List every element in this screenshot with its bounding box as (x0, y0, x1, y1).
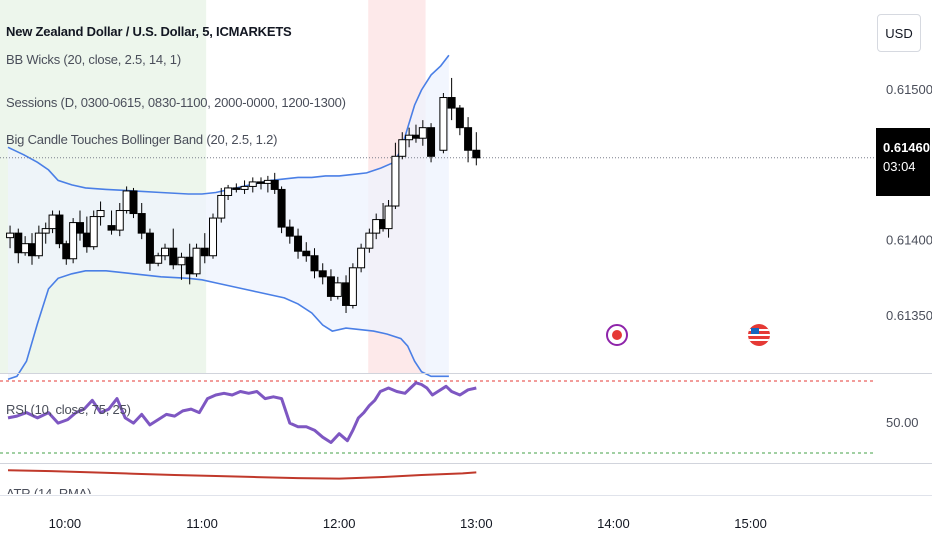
candle-body (122, 190, 131, 212)
y-tick-label: 0.61350 (886, 308, 932, 323)
rsi-line (7, 381, 477, 444)
candle-body (209, 217, 218, 257)
candle-body (232, 187, 241, 190)
candle-body (318, 270, 327, 278)
candle-body (161, 247, 170, 257)
flag-canton (751, 328, 759, 334)
candle-body (326, 276, 335, 297)
candle-body (455, 107, 464, 129)
candle-body (177, 256, 186, 266)
candle-body (302, 250, 311, 257)
candle-body (137, 213, 146, 234)
x-tick-label: 13:00 (460, 516, 493, 531)
candle-body (48, 214, 57, 230)
flag-stripe (748, 334, 770, 336)
candle-body (411, 134, 420, 139)
candle-body (69, 222, 78, 260)
bollinger-lower-band (7, 270, 449, 381)
candle-body (277, 188, 286, 228)
candle-body (41, 228, 50, 234)
candle-body (240, 185, 249, 190)
candle-body (55, 214, 64, 245)
candle-body (342, 282, 351, 306)
candle-body (310, 255, 319, 272)
candle-body (405, 134, 414, 141)
candle-body (348, 267, 357, 306)
currency-button[interactable]: USD (877, 14, 921, 52)
candle-body (285, 226, 294, 237)
candle-body (391, 155, 400, 207)
indicator-rsi[interactable]: RSI (10, close, 75, 25) (6, 402, 131, 417)
candle-body (447, 97, 456, 109)
candle-body (145, 232, 154, 264)
rsi-tick-label: 50.00 (886, 415, 919, 430)
lightning-icon[interactable] (606, 324, 628, 346)
indicator-bb-wicks[interactable]: BB Wicks (20, close, 2.5, 14, 1) (6, 52, 181, 67)
candle-body (27, 243, 36, 257)
current-price-tag: 0.61460 03:04 (876, 128, 930, 196)
indicator-big-candle[interactable]: Big Candle Touches Bollinger Band (20, 2… (6, 132, 278, 147)
candle-body (185, 256, 194, 275)
candle-body (357, 247, 366, 269)
candle-body (14, 232, 23, 254)
current-price: 0.61460 (883, 140, 930, 155)
y-tick-label: 0.61400 (886, 233, 932, 248)
symbol-title[interactable]: New Zealand Dollar / U.S. Dollar, 5, ICM… (6, 24, 292, 39)
candle-body (263, 179, 272, 184)
candle-body (398, 139, 407, 157)
x-tick-label: 14:00 (597, 516, 630, 531)
candle-body (82, 232, 91, 248)
candle-body (129, 190, 138, 215)
candle-body (200, 247, 209, 257)
candle-body (384, 205, 393, 230)
atr-line (7, 469, 477, 480)
lightning-icon-dot (612, 330, 622, 340)
candle-body (224, 187, 233, 196)
indicator-sessions[interactable]: Sessions (D, 0300-0615, 0830-1100, 2000-… (6, 95, 346, 110)
candle-body (107, 225, 116, 231)
candle-body (270, 179, 279, 190)
candle-body (34, 232, 43, 257)
candle-body (169, 247, 178, 266)
candle-body (96, 210, 105, 218)
flag-stripe (748, 329, 770, 331)
x-tick-label: 15:00 (734, 516, 767, 531)
candle-body (372, 219, 381, 234)
flag-stripe (748, 339, 770, 341)
candle-body (62, 243, 71, 260)
candle-body (333, 282, 342, 297)
x-tick-label: 11:00 (186, 516, 218, 531)
candle-body (257, 181, 266, 184)
candle-body (6, 232, 15, 239)
candle-body (21, 243, 30, 254)
candle-body (365, 232, 374, 249)
candle-body (294, 235, 303, 252)
candle-body (472, 149, 481, 159)
x-tick-label: 12:00 (323, 516, 356, 531)
bollinger-band-fill (8, 55, 449, 380)
candle-body (427, 127, 436, 157)
x-tick-label: 10:00 (49, 516, 82, 531)
candle-body (464, 127, 473, 151)
indicator-atr[interactable]: ATR (14, RMA) (6, 486, 92, 494)
candle-body (439, 97, 448, 151)
candle-body (154, 255, 163, 264)
candle-body (192, 247, 201, 275)
candle-body (418, 127, 427, 139)
bar-countdown: 03:04 (883, 159, 916, 174)
y-tick-label: 0.61500 (886, 82, 932, 97)
us-flag-icon[interactable] (748, 324, 770, 346)
candle-body (115, 210, 124, 231)
candle-body (75, 222, 84, 234)
candle-body (248, 181, 257, 187)
candle-body (89, 216, 98, 248)
candle-body (217, 194, 226, 219)
